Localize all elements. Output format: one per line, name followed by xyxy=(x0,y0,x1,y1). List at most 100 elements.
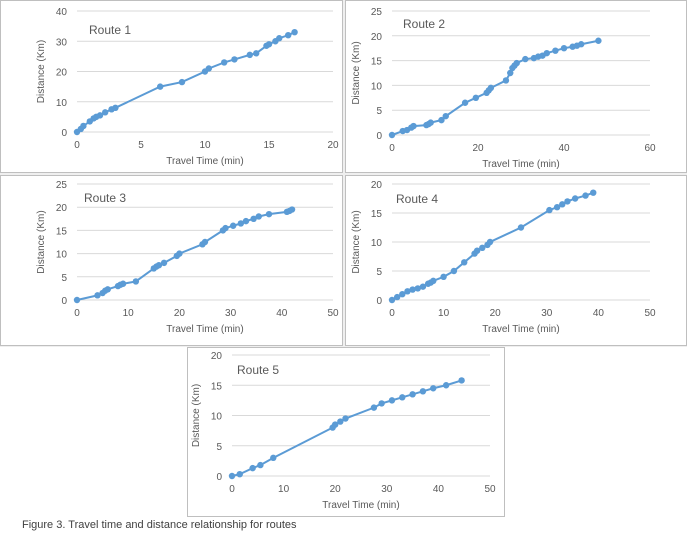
data-point xyxy=(590,189,597,196)
y-axis-title: Distance (Km) xyxy=(36,210,47,273)
chart-title: Route 3 xyxy=(84,191,126,205)
y-axis-title: Distance (Km) xyxy=(191,384,202,447)
data-point xyxy=(479,244,486,251)
data-point xyxy=(522,55,529,63)
y-tick-label: 30 xyxy=(56,37,68,48)
data-point xyxy=(546,206,553,214)
data-point xyxy=(430,385,437,392)
data-point xyxy=(399,394,406,401)
y-axis-title: Distance (Km) xyxy=(351,210,362,273)
data-point xyxy=(442,112,449,120)
x-tick-label: 20 xyxy=(490,308,502,319)
x-tick-label: 15 xyxy=(263,140,275,151)
x-tick-label: 50 xyxy=(484,484,496,495)
data-point xyxy=(388,131,396,139)
data-point xyxy=(461,259,468,266)
route-3-chart: 0 5 10 15 20 25 0 10 20 30 40 50 Travel Time (min) Di… xyxy=(36,180,339,335)
data-point xyxy=(502,77,510,84)
x-tick-label: 20 xyxy=(472,143,484,154)
x-tick-label: 30 xyxy=(541,308,553,319)
x-tick-label: 20 xyxy=(174,308,186,319)
data-point xyxy=(513,59,520,67)
y-tick-label: 0 xyxy=(61,128,67,139)
y-tick-label: 15 xyxy=(371,57,383,68)
data-point xyxy=(507,69,514,77)
data-point xyxy=(255,213,262,220)
y-tick-label: 10 xyxy=(371,81,383,92)
data-point xyxy=(253,50,260,57)
route-1-chart: 0 10 20 30 40 0 5 10 15 20 Travel Time (min) Distan… xyxy=(36,7,339,167)
y-tick-label: 5 xyxy=(376,267,382,278)
x-tick-label: 40 xyxy=(593,308,605,319)
route-4-chart: 0 5 10 15 20 0 10 20 30 40 50 Travel Time (min) Dist… xyxy=(351,180,656,335)
y-tick-label: 15 xyxy=(371,209,383,220)
data-point xyxy=(458,377,465,384)
y-tick-label: 10 xyxy=(56,250,68,261)
data-point xyxy=(249,464,256,472)
series-line xyxy=(391,39,599,136)
data-point xyxy=(409,391,416,398)
data-point xyxy=(250,215,257,222)
x-tick-label: 0 xyxy=(389,308,395,319)
data-point xyxy=(378,400,385,407)
data-point xyxy=(270,454,277,462)
data-point xyxy=(237,220,245,227)
data-point xyxy=(332,421,339,428)
data-point xyxy=(571,195,579,202)
data-point xyxy=(543,49,550,57)
y-tick-label: 0 xyxy=(216,472,222,483)
data-point xyxy=(221,59,228,66)
data-point xyxy=(119,280,127,287)
y-tick-label: 0 xyxy=(376,131,382,142)
data-point xyxy=(564,198,571,205)
data-point xyxy=(236,470,243,478)
data-point xyxy=(404,288,411,295)
data-point xyxy=(337,418,344,425)
x-tick-label: 10 xyxy=(278,484,290,495)
route-5-chart: 0 5 10 15 20 0 10 20 30 40 50 Travel Time (min) Dist… xyxy=(191,351,496,511)
data-point xyxy=(399,291,406,298)
data-point xyxy=(291,28,298,36)
x-axis-title: Travel Time (min) xyxy=(482,324,559,335)
figure-caption: Figure 3. Travel time and distance relat… xyxy=(22,519,297,531)
x-tick-label: 30 xyxy=(381,484,393,495)
data-point xyxy=(559,201,566,208)
data-point xyxy=(553,204,561,211)
data-point xyxy=(94,292,101,299)
data-point xyxy=(388,296,396,304)
y-tick-label: 25 xyxy=(371,7,383,18)
route-4-panel: 0 5 10 15 20 0 10 20 30 40 50 Travel Time (min) Dist… xyxy=(345,175,687,346)
data-point xyxy=(96,112,104,119)
x-tick-label: 10 xyxy=(123,308,135,319)
y-tick-label: 10 xyxy=(371,238,383,249)
y-tick-label: 5 xyxy=(216,442,222,453)
data-point xyxy=(222,224,229,232)
x-tick-label: 50 xyxy=(327,308,339,319)
data-point xyxy=(517,224,525,231)
data-point xyxy=(487,84,495,92)
data-point xyxy=(201,238,209,246)
data-point xyxy=(450,267,458,275)
route-5-panel: 0 5 10 15 20 0 10 20 30 40 50 Travel Time (min) Dist… xyxy=(187,347,505,517)
data-point xyxy=(231,56,238,63)
y-tick-label: 0 xyxy=(61,296,67,307)
x-tick-label: 40 xyxy=(276,308,288,319)
y-tick-label: 10 xyxy=(211,412,223,423)
y-tick-label: 10 xyxy=(56,98,68,109)
data-point xyxy=(178,78,186,86)
data-point xyxy=(430,277,437,285)
chart-title: Route 2 xyxy=(403,17,445,31)
x-tick-label: 0 xyxy=(389,143,395,154)
data-point xyxy=(101,109,109,116)
data-point xyxy=(160,259,168,267)
y-axis-title: Distance (Km) xyxy=(351,41,362,104)
data-point xyxy=(265,41,273,48)
data-point xyxy=(285,32,292,39)
data-point xyxy=(155,262,163,269)
y-tick-label: 0 xyxy=(376,296,382,307)
x-tick-label: 20 xyxy=(327,140,339,151)
data-point xyxy=(486,238,494,246)
route-2-panel: 0 5 10 15 20 25 0 20 40 60 Travel Time (min) Distan… xyxy=(345,0,687,173)
data-point xyxy=(414,285,421,292)
y-tick-label: 20 xyxy=(371,32,383,43)
